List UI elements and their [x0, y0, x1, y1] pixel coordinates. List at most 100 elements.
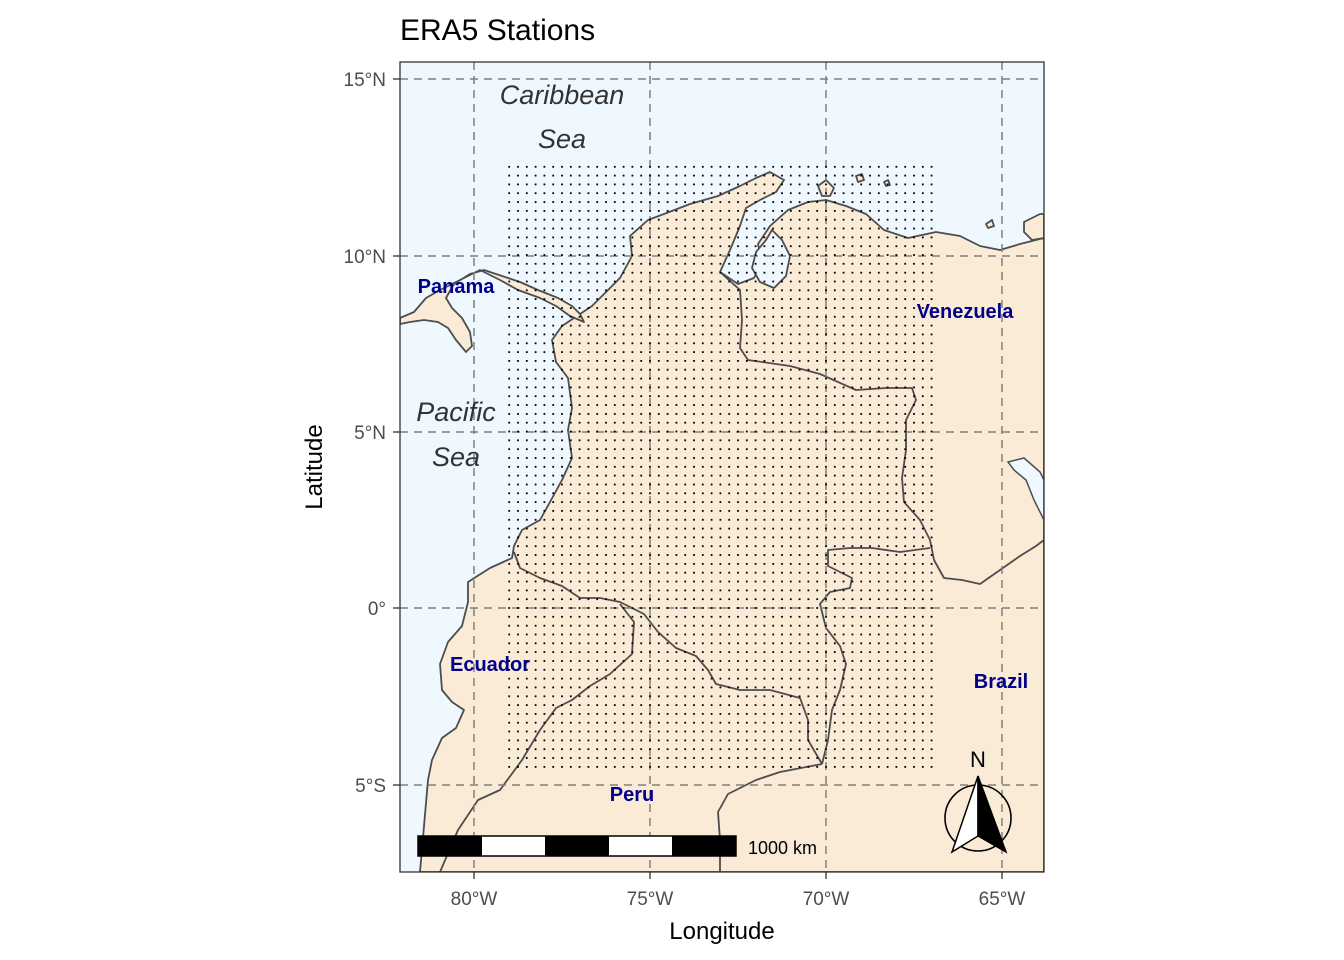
station-point [675, 192, 678, 195]
station-point [816, 571, 819, 574]
station-point [719, 660, 722, 662]
station-point [869, 421, 871, 424]
station-point [605, 192, 607, 195]
station-point [807, 245, 810, 248]
station-point [684, 563, 687, 565]
station-point [737, 315, 739, 318]
station-point [781, 324, 783, 327]
station-point [543, 201, 546, 203]
lake-inland [1006, 457, 1044, 521]
station-point [596, 333, 599, 336]
station-point [622, 236, 625, 239]
station-point [825, 254, 827, 256]
station-point [605, 695, 607, 698]
station-point [737, 262, 739, 265]
station-point [781, 474, 783, 477]
station-point [842, 413, 845, 415]
station-point [534, 465, 537, 468]
station-point [693, 554, 695, 556]
station-point [587, 262, 590, 265]
station-point [649, 254, 651, 256]
station-point [798, 501, 801, 503]
station-point [763, 695, 766, 698]
station-point [886, 677, 889, 680]
station-point [578, 280, 581, 283]
station-point [877, 333, 880, 336]
station-point [842, 580, 845, 583]
station-point [569, 271, 572, 274]
station-point [675, 404, 678, 406]
station-point [772, 227, 775, 230]
station-point [596, 571, 599, 574]
station-point [869, 377, 871, 380]
station-point [719, 536, 722, 539]
station-point [666, 413, 669, 415]
station-point [842, 624, 845, 627]
station-point [693, 280, 695, 283]
station-point [525, 739, 528, 742]
station-point [825, 351, 827, 353]
station-point [534, 766, 537, 768]
station-point [825, 642, 827, 645]
station-point [675, 695, 678, 698]
station-point [860, 536, 863, 539]
station-point [596, 633, 599, 636]
station-point [904, 183, 907, 186]
station-point [613, 404, 616, 406]
station-point [772, 271, 775, 274]
station-point [684, 651, 687, 653]
station-point [561, 210, 563, 212]
station-point [640, 430, 643, 433]
station-point [534, 686, 537, 689]
station-point [569, 492, 572, 495]
station-point [816, 395, 819, 398]
station-point [728, 465, 731, 468]
station-point [913, 430, 915, 433]
station-point [798, 545, 801, 548]
station-point [869, 492, 871, 495]
station-point [895, 615, 898, 618]
station-point [860, 474, 863, 477]
station-point [851, 421, 854, 424]
station-point [657, 695, 660, 698]
station-point [587, 333, 590, 336]
station-point [913, 368, 915, 371]
station-point [781, 518, 783, 521]
station-point [833, 298, 836, 300]
station-point [605, 624, 607, 627]
station-point [895, 607, 898, 609]
station-point [886, 280, 889, 283]
station-point [772, 377, 775, 380]
station-point [930, 183, 933, 186]
station-point [508, 368, 511, 371]
station-point [649, 174, 651, 177]
station-point [666, 298, 669, 300]
station-point [869, 483, 871, 486]
station-point [869, 262, 871, 265]
station-point [860, 404, 863, 406]
station-point [587, 633, 590, 636]
station-point [649, 766, 651, 768]
station-point [569, 404, 572, 406]
station-point [877, 280, 880, 283]
station-point [851, 280, 854, 283]
station-point [895, 739, 898, 742]
station-point [886, 624, 889, 627]
station-point [640, 324, 643, 327]
station-point [543, 174, 546, 177]
station-point [737, 183, 739, 186]
station-point [877, 430, 880, 433]
station-point [789, 766, 792, 768]
station-point [534, 757, 537, 759]
station-point [904, 607, 907, 609]
station-point [913, 757, 915, 759]
station-point [737, 686, 739, 689]
station-point [552, 624, 555, 627]
station-point [833, 165, 836, 168]
station-point [649, 413, 651, 415]
station-point [781, 668, 783, 671]
station-point [860, 748, 863, 751]
station-point [895, 501, 898, 503]
station-point [913, 448, 915, 451]
station-point [649, 324, 651, 327]
